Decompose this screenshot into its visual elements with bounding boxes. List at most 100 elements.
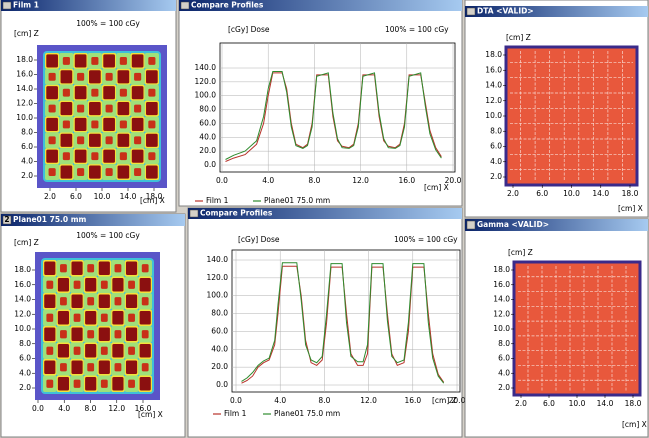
profile-line [225, 71, 442, 160]
x-tick-label: 20.0 [445, 176, 462, 185]
dose-cell [131, 117, 144, 131]
y-tick-label: 12.0 [493, 309, 510, 318]
dose-cell [60, 102, 73, 116]
legend-label: Plane01 75.0 mm [274, 409, 340, 418]
y-tick-label: 6.0 [19, 354, 31, 363]
dose-cell [117, 165, 130, 179]
dose-cell [85, 277, 97, 292]
dose-cell [74, 54, 87, 68]
y-tick-label: 4.0 [21, 157, 33, 166]
dose-cell [85, 343, 97, 358]
y-tick-label: 16.0 [493, 280, 510, 289]
x-tick-label: 2.0 [507, 189, 519, 198]
x-tick-label: 10.0 [569, 399, 586, 408]
legend-label: Film 1 [224, 409, 247, 418]
dose-cell [77, 136, 85, 145]
dose-cell [91, 88, 99, 97]
dose-cell [139, 343, 151, 358]
dose-cell [103, 54, 115, 68]
dose-cell [46, 280, 54, 289]
dose-cell [128, 313, 135, 322]
x-tick-label: 0.0 [32, 404, 44, 413]
dose-cell [73, 346, 81, 355]
dose-cell [57, 376, 70, 391]
dose-cell [119, 152, 127, 161]
x-tick-label: 6.0 [536, 189, 548, 198]
dose-cell [87, 264, 95, 273]
dose-cell [141, 363, 149, 372]
y-tick-label: 12.0 [14, 309, 31, 318]
dose-cell [60, 363, 67, 372]
window-icon [466, 220, 476, 230]
dose-cell [60, 70, 73, 84]
dose-cell [114, 330, 122, 339]
x-tick-label: 12.0 [352, 176, 369, 185]
dose-cell [73, 280, 81, 289]
dose-cell [60, 297, 67, 306]
dose-cell [105, 136, 113, 145]
y-tick-label: 16.0 [14, 280, 31, 289]
dose-cell [114, 264, 122, 273]
dose-cell [98, 327, 110, 342]
dose-cell [103, 149, 115, 163]
dose-cell [139, 277, 151, 292]
window-title: Compare Profiles [191, 1, 264, 10]
y-tick-label: 140.0 [195, 63, 217, 72]
window-title: Compare Profiles [200, 209, 273, 218]
dose-cell [134, 136, 142, 145]
y-tick-label: 0.0 [216, 380, 228, 389]
y-tick-label: 40.0 [199, 132, 216, 141]
dose-cell [141, 264, 149, 273]
y-tick-label: 10.0 [493, 324, 510, 333]
dose-cell [60, 330, 67, 339]
y-tick-label: 18.0 [485, 50, 502, 59]
y-tick-label: 80.0 [211, 309, 228, 318]
dose-cell [85, 376, 97, 391]
dose-cell [44, 261, 56, 276]
y-tick-label: 0.0 [204, 160, 216, 169]
window-icon [2, 1, 12, 10]
y-label: [cGy] Dose [228, 25, 270, 34]
dose-cell [125, 261, 138, 276]
y-tick-label: 140.0 [207, 255, 229, 264]
dose-cell [139, 376, 151, 391]
dose-cell [73, 379, 81, 388]
panel-window: Compare Profiles 0.0 20.0 40.0 60.0 80.0 100.0… [187, 207, 466, 438]
dose-cell [46, 149, 58, 163]
profile-line [241, 262, 445, 384]
title-bar [188, 208, 462, 219]
dose-cell [117, 70, 130, 84]
dose-cell [60, 133, 73, 147]
y-tick-label: 18.0 [14, 265, 31, 274]
dose-cell [105, 72, 113, 81]
dose-cell [57, 277, 70, 292]
x-tick-label: 8.0 [318, 396, 330, 405]
x-tick-label: 16.0 [135, 404, 152, 413]
dose-cell [46, 313, 54, 322]
x-tick-label: 6.0 [70, 192, 82, 201]
y-tick-label: 8.0 [19, 339, 31, 348]
x-label: [cm] Z [432, 396, 457, 405]
dose-cell [128, 280, 135, 289]
y-tick-label: 20.0 [211, 362, 228, 371]
y-tick-label: 2.0 [498, 383, 510, 392]
dose-cell [125, 327, 138, 342]
dose-cell [87, 330, 95, 339]
panel-window: 2 Plane01 75.0 mm 2.0 4.0 6.0 8.0 10.0 12.0 14.0… [0, 213, 186, 438]
y-tick-label: 14.0 [485, 81, 502, 90]
x-tick-label: 16.0 [398, 176, 415, 185]
dose-cell [48, 168, 56, 177]
y-tick-label: 18.0 [493, 265, 510, 274]
dose-cell [146, 70, 158, 84]
dose-cell [48, 104, 56, 113]
title-bar [1, 214, 185, 226]
x-tick-label: 12.0 [108, 404, 125, 413]
dose-cell [87, 297, 95, 306]
dose-cell [98, 360, 110, 375]
x-tick-label: 20.0 [449, 396, 466, 405]
dose-cell [62, 152, 70, 161]
x-tick-label: 10.0 [563, 189, 580, 198]
scale: 100% = 100 cGy [385, 25, 449, 34]
dose-cell [117, 133, 130, 147]
dose-cell [117, 102, 130, 116]
